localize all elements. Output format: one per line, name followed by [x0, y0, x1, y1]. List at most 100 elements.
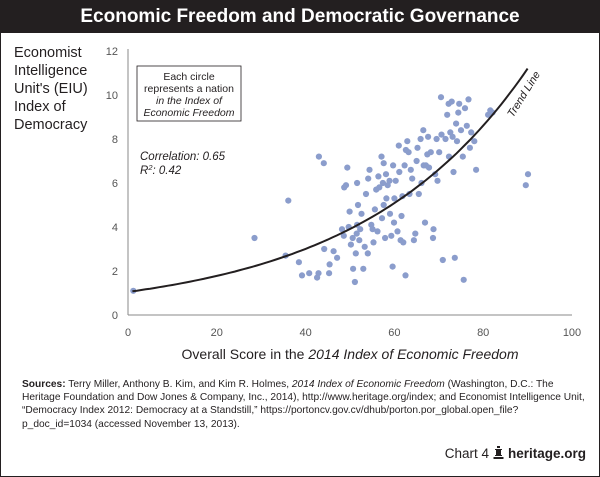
data-point	[354, 179, 361, 187]
data-point	[390, 219, 398, 226]
sources-note: Sources: Terry Miller, Anthony B. Kim, a…	[22, 379, 585, 430]
data-point	[405, 149, 412, 156]
data-point	[460, 276, 467, 283]
data-point	[392, 177, 399, 184]
data-point	[295, 259, 302, 266]
data-point	[456, 100, 463, 107]
data-point	[383, 195, 390, 202]
data-point	[369, 226, 376, 233]
data-point	[522, 182, 529, 189]
data-point	[437, 94, 445, 101]
data-point	[340, 232, 347, 239]
data-point	[346, 208, 353, 215]
y-tick-label: 8	[112, 134, 118, 146]
data-point	[409, 175, 416, 182]
data-point	[375, 173, 382, 180]
data-point	[380, 160, 387, 167]
data-point	[429, 234, 437, 242]
data-point	[361, 243, 368, 250]
data-point	[465, 96, 472, 103]
data-point	[468, 129, 475, 136]
data-point	[413, 157, 420, 165]
y-axis-label: Economist Intelligence Unit's (EIU) Inde…	[14, 45, 88, 133]
data-point	[401, 162, 408, 169]
data-point	[430, 226, 437, 233]
data-point	[448, 98, 455, 105]
data-point	[417, 135, 424, 143]
tick-labels: 0 2 4 6 8 10 12 0 20 40 60 80 100	[106, 46, 581, 339]
data-point	[396, 168, 403, 176]
data-point	[407, 166, 414, 173]
data-point	[427, 149, 434, 156]
data-point	[398, 212, 405, 220]
note-line: Economic Freedom	[143, 107, 234, 119]
bell-icon	[493, 446, 504, 459]
data-point	[251, 234, 258, 242]
data-point	[442, 135, 449, 143]
data-point	[315, 270, 322, 277]
x-tick-label: 0	[125, 327, 131, 339]
data-point	[285, 197, 292, 204]
data-point	[438, 131, 445, 138]
data-point	[524, 171, 532, 178]
data-point	[370, 239, 377, 246]
data-point	[356, 237, 363, 244]
data-point	[444, 111, 451, 118]
data-point	[357, 226, 364, 233]
x-tick-label: 60	[388, 327, 400, 339]
trend-line-label: Trend Line	[505, 69, 543, 119]
data-point	[414, 144, 421, 151]
data-point	[449, 133, 456, 140]
data-point	[378, 215, 386, 222]
data-point	[350, 265, 357, 272]
data-point	[466, 144, 473, 151]
data-point	[389, 263, 396, 270]
data-point	[451, 254, 458, 261]
data-point	[306, 270, 313, 277]
site-name: heritage.org	[507, 446, 586, 461]
chart-number: Chart 4	[444, 446, 489, 461]
x-tick-label: 100	[563, 327, 581, 339]
chart-title: Economic Freedom and Democratic Governan…	[0, 0, 600, 33]
axes	[127, 49, 572, 316]
data-point	[436, 149, 443, 156]
data-point	[338, 226, 346, 233]
data-point	[390, 162, 397, 169]
data-point	[420, 127, 427, 134]
data-point	[439, 256, 446, 264]
data-point	[450, 168, 457, 176]
y-tick-label: 12	[106, 46, 118, 58]
data-point	[378, 153, 385, 160]
data-point	[473, 166, 480, 173]
data-point	[386, 177, 393, 184]
data-point	[320, 160, 327, 167]
data-point	[358, 210, 365, 217]
data-point	[471, 138, 478, 145]
note-line: in the Index of	[156, 95, 223, 107]
data-point	[433, 135, 440, 143]
data-point	[362, 190, 370, 198]
data-point	[404, 138, 411, 145]
data-point	[366, 166, 373, 173]
data-point	[455, 109, 462, 116]
data-point	[412, 230, 419, 237]
data-point	[380, 201, 387, 209]
data-point	[453, 120, 460, 127]
data-point	[382, 234, 389, 242]
data-point	[365, 175, 372, 182]
data-point	[349, 234, 356, 242]
data-point	[459, 153, 466, 160]
data-point	[371, 206, 378, 213]
data-point	[353, 230, 360, 237]
data-point	[364, 250, 371, 257]
y-tick-label: 10	[106, 90, 118, 102]
data-point	[321, 245, 328, 253]
data-point	[410, 237, 417, 244]
data-point	[453, 138, 461, 145]
data-point	[382, 171, 390, 178]
data-point	[394, 228, 401, 235]
correlation-label: Correlation: 0.65	[140, 151, 226, 163]
data-point	[330, 248, 337, 255]
data-point	[326, 261, 333, 268]
